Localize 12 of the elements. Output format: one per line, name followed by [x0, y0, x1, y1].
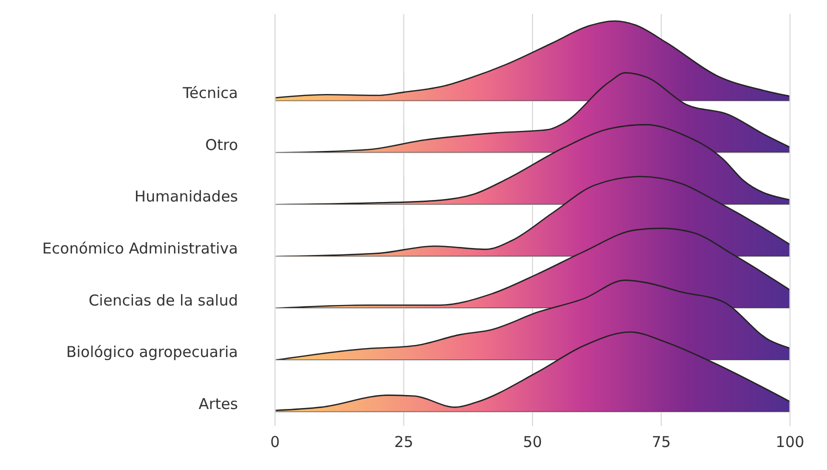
x-tick-label: 75	[652, 433, 671, 451]
text: Ciencias de la salud	[88, 291, 238, 310]
text: Técnica	[182, 84, 238, 102]
x-tick-label: 25	[394, 433, 414, 451]
text: Artes	[198, 395, 238, 413]
x-tick-label: 50	[522, 433, 542, 451]
text: Otro	[205, 136, 238, 154]
text: Económico Administrativa	[42, 240, 238, 258]
text: Biológico agropecuaria	[66, 343, 238, 362]
x-tick-label: 100	[776, 433, 804, 451]
x-tick-label: 0	[270, 433, 280, 451]
text: Humanidades	[134, 188, 238, 206]
